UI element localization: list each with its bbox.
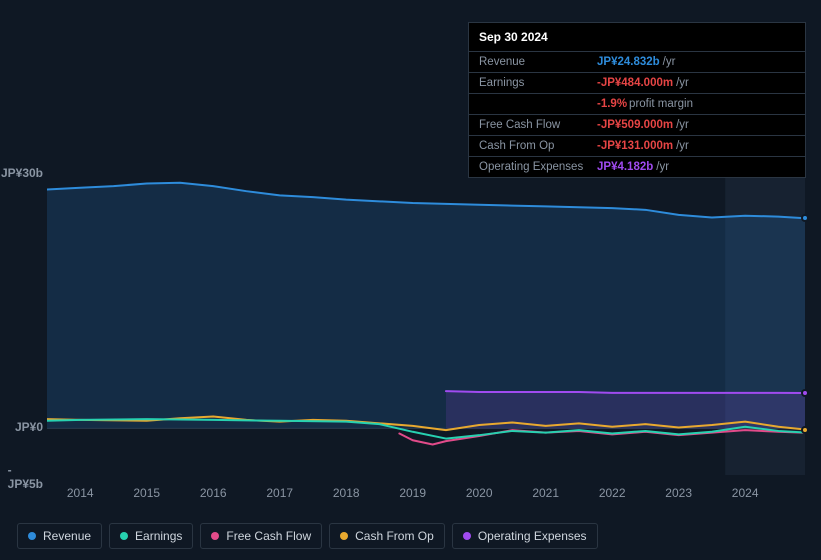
tooltip-unit: /yr <box>676 77 689 89</box>
tooltip-row-opex: Operating Expenses JP¥4.182b /yr <box>469 156 805 177</box>
tooltip-label: Earnings <box>479 77 597 89</box>
x-axis-label: 2017 <box>266 486 293 500</box>
x-axis-label: 2019 <box>399 486 426 500</box>
tooltip-row-earnings: Earnings -JP¥484.000m /yr <box>469 72 805 93</box>
chart-legend: Revenue Earnings Free Cash Flow Cash Fro… <box>17 523 598 549</box>
chart-svg <box>47 170 805 475</box>
legend-dot-icon <box>340 532 348 540</box>
tooltip-value: -1.9% <box>597 98 627 110</box>
data-tooltip: Sep 30 2024 Revenue JP¥24.832b /yr Earni… <box>468 22 806 178</box>
x-axis-label: 2014 <box>67 486 94 500</box>
x-axis-label: 2020 <box>466 486 493 500</box>
series-end-marker <box>801 426 809 434</box>
tooltip-row-fcf: Free Cash Flow -JP¥509.000m /yr <box>469 114 805 135</box>
legend-label: Cash From Op <box>355 529 434 543</box>
x-axis-label: 2024 <box>732 486 759 500</box>
tooltip-label: Revenue <box>479 56 597 68</box>
tooltip-row-cfo: Cash From Op -JP¥131.000m /yr <box>469 135 805 156</box>
chart-plot-area[interactable] <box>47 170 805 475</box>
legend-dot-icon <box>211 532 219 540</box>
tooltip-unit: /yr <box>676 140 689 152</box>
legend-dot-icon <box>120 532 128 540</box>
x-axis-label: 2016 <box>200 486 227 500</box>
x-axis-label: 2022 <box>599 486 626 500</box>
x-axis-label: 2015 <box>133 486 160 500</box>
legend-item-cfo[interactable]: Cash From Op <box>329 523 445 549</box>
tooltip-sub: profit margin <box>629 98 693 110</box>
tooltip-value: JP¥4.182b <box>597 161 653 173</box>
chart-container: JP¥30bJP¥0-JP¥5b201420152016201720182019… <box>17 156 805 500</box>
tooltip-label: Cash From Op <box>479 140 597 152</box>
x-axis-label: 2018 <box>333 486 360 500</box>
y-axis-label: JP¥0 <box>15 420 43 434</box>
tooltip-label: Operating Expenses <box>479 161 597 173</box>
legend-item-fcf[interactable]: Free Cash Flow <box>200 523 322 549</box>
legend-label: Operating Expenses <box>478 529 587 543</box>
legend-label: Free Cash Flow <box>226 529 311 543</box>
legend-dot-icon <box>463 532 471 540</box>
tooltip-value: -JP¥509.000m <box>597 119 673 131</box>
series-end-marker <box>801 389 809 397</box>
legend-item-earnings[interactable]: Earnings <box>109 523 193 549</box>
y-axis-label: -JP¥5b <box>8 463 43 491</box>
tooltip-unit: /yr <box>676 119 689 131</box>
tooltip-row-revenue: Revenue JP¥24.832b /yr <box>469 51 805 72</box>
tooltip-unit: /yr <box>663 56 676 68</box>
tooltip-date: Sep 30 2024 <box>469 23 805 51</box>
legend-item-revenue[interactable]: Revenue <box>17 523 102 549</box>
x-axis-label: 2023 <box>665 486 692 500</box>
y-axis-label: JP¥30b <box>1 166 43 180</box>
x-axis-label: 2021 <box>532 486 559 500</box>
legend-dot-icon <box>28 532 36 540</box>
legend-item-opex[interactable]: Operating Expenses <box>452 523 598 549</box>
tooltip-unit: /yr <box>656 161 669 173</box>
tooltip-label: Free Cash Flow <box>479 119 597 131</box>
legend-label: Earnings <box>135 529 182 543</box>
legend-label: Revenue <box>43 529 91 543</box>
tooltip-value: -JP¥484.000m <box>597 77 673 89</box>
series-end-marker <box>801 214 809 222</box>
tooltip-row-margin: -1.9% profit margin <box>469 93 805 114</box>
tooltip-value: -JP¥131.000m <box>597 140 673 152</box>
tooltip-value: JP¥24.832b <box>597 56 660 68</box>
